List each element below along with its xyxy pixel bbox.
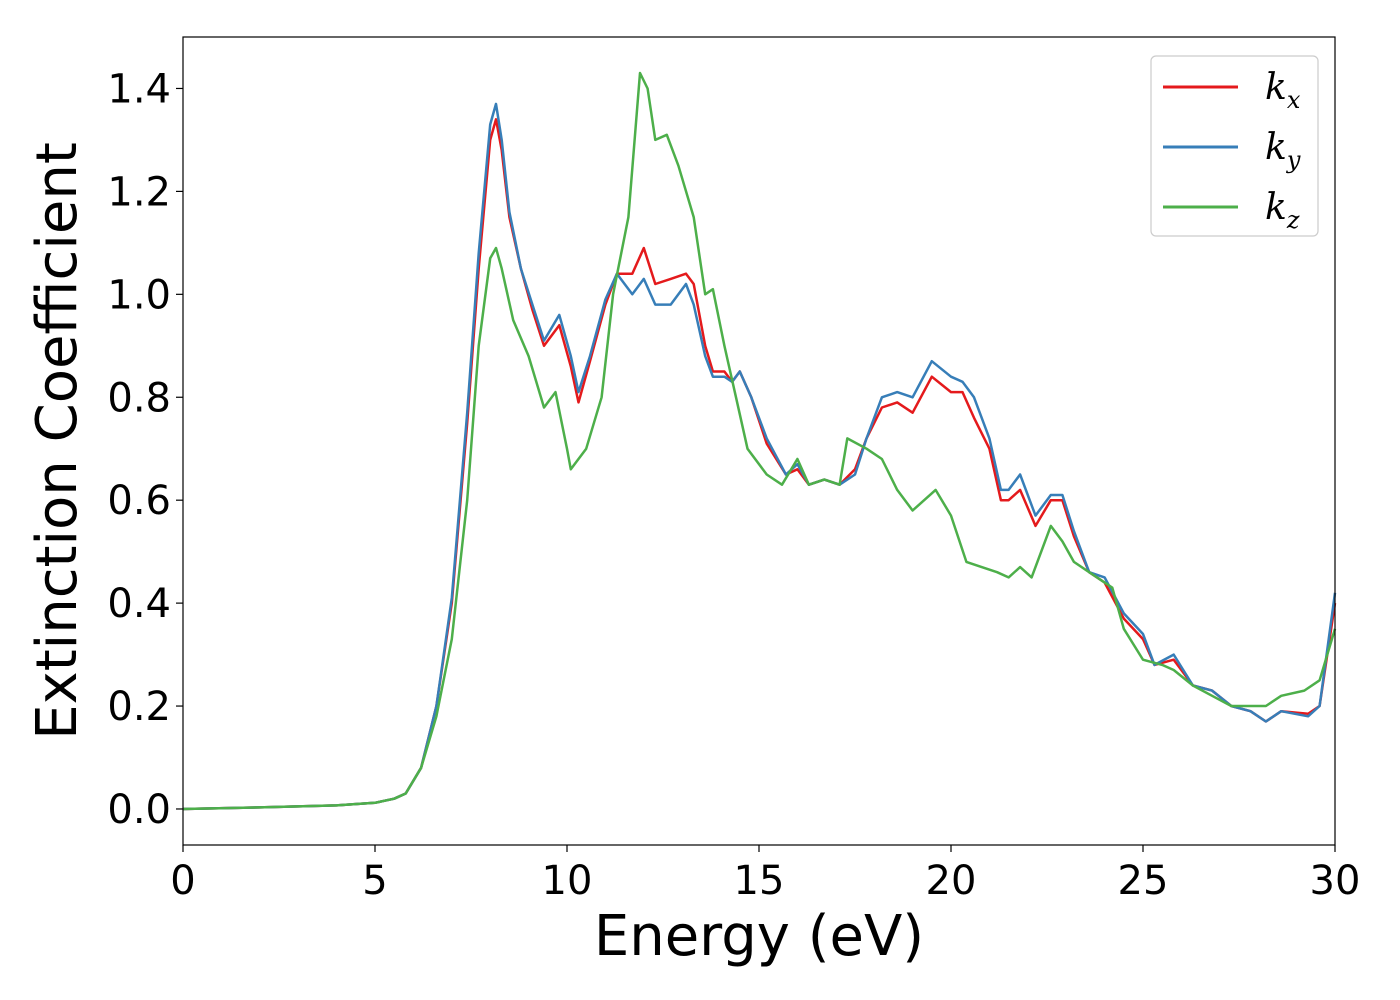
y-axis-title: Extinction Coefficient [25, 142, 90, 740]
y-tick-label: 0.2 [107, 684, 171, 730]
y-tick-label: 0.6 [107, 478, 171, 524]
series-line-ky [182, 102, 1337, 811]
x-tick-label: 20 [926, 858, 977, 904]
x-tick-label: 25 [1118, 858, 1169, 904]
y-tick-label: 1.4 [107, 66, 171, 112]
x-tick-label: 0 [170, 858, 195, 904]
x-tick-label: 15 [734, 858, 785, 904]
y-axis: 0.0 0.2 0.4 0.6 0.8 1.0 1.2 1.4 [107, 66, 183, 833]
x-tick-label: 30 [1310, 858, 1361, 904]
legend-label-ky: ky [1265, 127, 1301, 174]
x-tick-label: 5 [362, 858, 387, 904]
x-tick-label: 10 [542, 858, 593, 904]
legend-label-kz: kz [1265, 187, 1300, 234]
legend-label-kx: kx [1265, 67, 1301, 114]
legend: kx ky kz [1150, 55, 1319, 237]
y-tick-label: 1.0 [107, 272, 171, 318]
y-tick-label: 0.4 [107, 581, 171, 627]
x-axis-title: Energy (eV) [594, 904, 924, 969]
y-tick-label: 0.0 [107, 787, 171, 833]
series-line-kz [182, 71, 1337, 811]
y-tick-label: 0.8 [107, 375, 171, 421]
x-axis: 0 5 10 15 20 25 30 [170, 845, 1360, 904]
y-tick-label: 1.2 [107, 169, 171, 215]
series-layer [182, 71, 1337, 811]
